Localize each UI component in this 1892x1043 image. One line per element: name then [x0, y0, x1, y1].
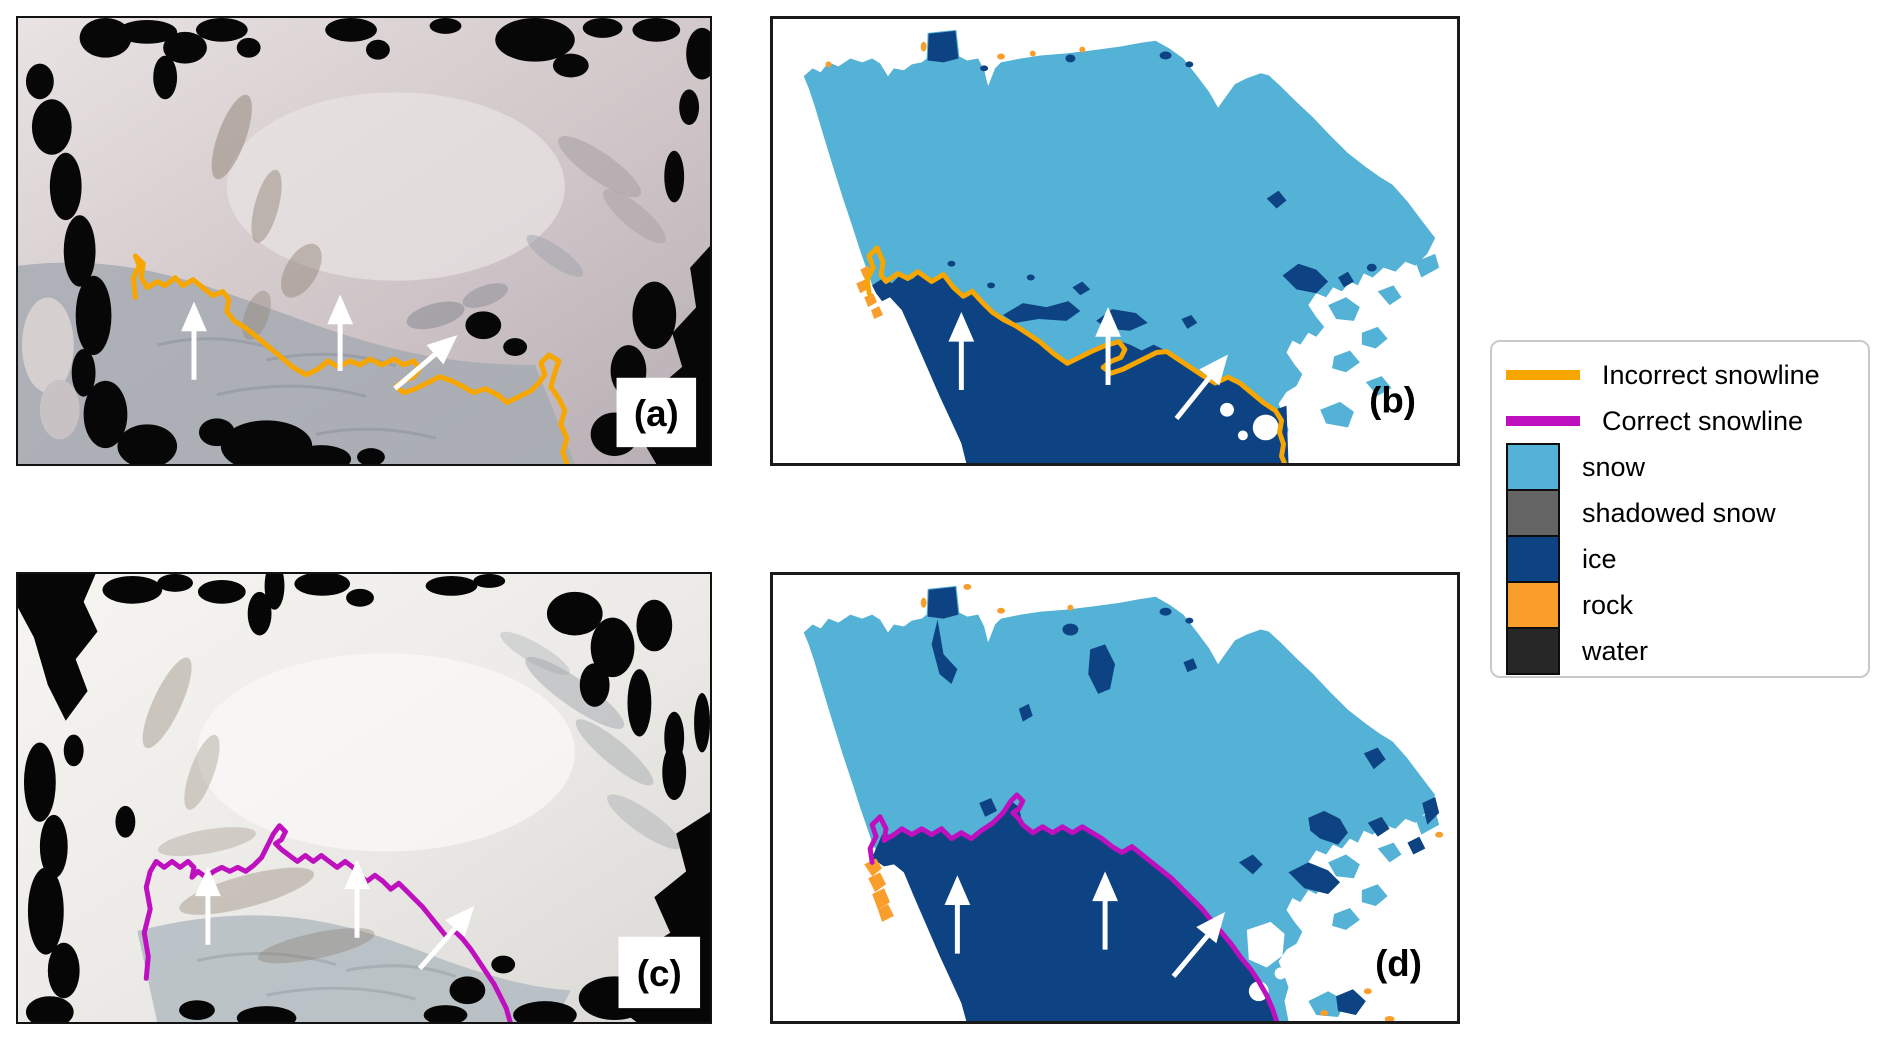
diagonal-arrow-icon — [1174, 354, 1229, 421]
residual-snow-patch — [21, 297, 74, 393]
legend-label: snow — [1582, 451, 1646, 482]
panel-b-classification-map: (b) — [770, 16, 1460, 466]
ice-region — [872, 271, 1289, 463]
map-holes — [1220, 402, 1279, 441]
water-nodata-blobs — [25, 18, 710, 464]
up-arrow-icon — [1092, 871, 1118, 950]
glacier-ice-area — [18, 262, 575, 464]
panel-a-satellite-image: (a) — [16, 16, 712, 466]
up-arrow-icon — [1095, 307, 1121, 386]
panel-label-box — [616, 377, 697, 448]
legend-label: rock — [1582, 589, 1634, 620]
rock-color-swatch — [1506, 581, 1560, 629]
incorrect-snowline-path — [130, 253, 570, 464]
panel-a-label: (a) — [634, 393, 679, 434]
residual-snow-patch — [39, 379, 80, 440]
up-arrow-icon — [194, 866, 221, 945]
ice-patches — [923, 586, 1440, 1016]
map-holes — [1246, 921, 1287, 1002]
diagonal-arrow-icon — [1171, 911, 1226, 978]
snow-color-swatch — [1506, 443, 1560, 491]
legend-item-shadowed-snow: shadowed snow — [1506, 489, 1868, 537]
legend-item-water: water — [1506, 627, 1868, 675]
bright-snow-patch — [226, 92, 565, 281]
up-arrow-icon — [948, 312, 975, 390]
correct-snowline-path — [867, 792, 1280, 1021]
rock-outcrop-streaks — [211, 94, 666, 340]
ice-region — [872, 800, 1277, 1021]
bright-snow-patch — [196, 653, 575, 852]
legend-label: Incorrect snowline — [1602, 359, 1820, 390]
panel-d-label: (d) — [1375, 943, 1422, 984]
ice-texture-streaks — [196, 952, 456, 1001]
incorrect-snowline-path — [864, 245, 1287, 463]
legend-label: water — [1582, 635, 1649, 666]
snow-fragments — [1320, 253, 1440, 428]
panel-a-canvas: (a) — [18, 18, 710, 464]
panel-d-classification-map: (d) — [770, 572, 1460, 1024]
correct-snowline-swatch — [1506, 416, 1580, 426]
up-arrow-icon — [327, 294, 354, 371]
legend-item-correct-snowline: Correct snowline — [1506, 398, 1868, 444]
legend: Incorrect snowline Correct snowline snow… — [1490, 340, 1870, 678]
rock-outcrop-streaks — [142, 631, 682, 964]
panel-c-canvas: (c) — [18, 574, 710, 1022]
diagonal-arrow-icon — [393, 335, 458, 391]
ice-color-swatch — [1506, 535, 1560, 583]
panel-c-satellite-image: (c) — [16, 572, 712, 1024]
up-arrow-icon — [944, 875, 971, 954]
up-arrow-icon — [181, 301, 207, 380]
legend-label: Correct snowline — [1602, 405, 1804, 436]
shadowed-snow-color-swatch — [1506, 489, 1560, 537]
legend-item-incorrect-snowline: Incorrect snowline — [1506, 352, 1868, 398]
panel-c-label: (c) — [637, 953, 682, 994]
panel-b-canvas: (b) — [773, 19, 1457, 463]
diagonal-arrow-icon — [417, 906, 475, 971]
legend-label: ice — [1582, 543, 1617, 574]
panel-b-label: (b) — [1369, 379, 1416, 420]
correct-snowline-path — [141, 823, 513, 1022]
incorrect-snowline-swatch — [1506, 370, 1580, 380]
legend-item-snow: snow — [1506, 443, 1868, 491]
up-arrow-icon — [344, 859, 370, 938]
legend-label: shadowed snow — [1582, 497, 1776, 528]
panel-label-box — [618, 936, 701, 1009]
legend-item-rock: rock — [1506, 581, 1868, 629]
water-color-swatch — [1506, 627, 1560, 675]
legend-item-ice: ice — [1506, 535, 1868, 583]
rock-patches — [864, 583, 1444, 1021]
ice-patches — [927, 30, 1377, 331]
panel-d-canvas: (d) — [773, 575, 1457, 1021]
